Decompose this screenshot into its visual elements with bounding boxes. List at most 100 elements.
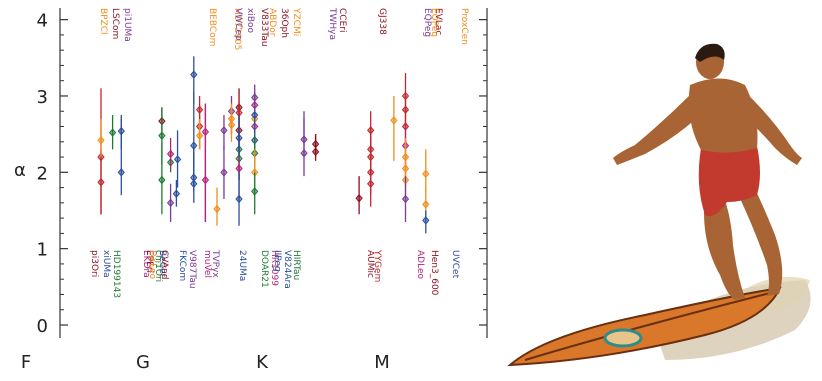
data-point xyxy=(300,135,308,144)
bottom-star-label: muVel xyxy=(202,250,212,278)
data-point xyxy=(108,128,117,137)
data-point xyxy=(190,173,198,182)
data-point xyxy=(213,204,221,214)
top-star-label: 36Oph xyxy=(279,8,289,38)
y-tick-label: 2 xyxy=(37,163,48,184)
bottom-star-label: pi3Ori xyxy=(89,250,99,277)
data-point xyxy=(251,110,259,120)
top-star-label: HD72905 xyxy=(232,8,242,50)
bottom-star-label: chi1Ori xyxy=(153,250,163,282)
data-point xyxy=(235,133,243,143)
y-tick-label: 4 xyxy=(37,11,48,32)
bottom-star-label: BeCet xyxy=(157,250,167,278)
top-star-label: BEBCom xyxy=(207,8,217,46)
y-axis-label: α xyxy=(14,160,26,181)
bottom-star-label: V987Tau xyxy=(187,250,197,289)
y-tick-label: 1 xyxy=(37,240,48,261)
plot-frame xyxy=(59,8,488,338)
top-star-label: VWCep xyxy=(233,8,243,41)
bottom-star-label: EKDra xyxy=(141,250,151,278)
bottom-label-group: pi3Ori xiUMa HD199143 EKDraEPEriDXLeochi1Or… xyxy=(89,249,460,298)
data-point xyxy=(251,93,259,102)
bottom-star-label: xiUMa xyxy=(101,250,111,278)
data-point xyxy=(401,194,410,204)
bottom-star-label: AUMic xyxy=(365,250,375,278)
x-category-label: G xyxy=(136,352,150,373)
top-star-label: EQPeg xyxy=(429,8,439,37)
data-point xyxy=(235,164,243,173)
top-star-label: CCEri xyxy=(337,8,347,32)
bottom-star-label: EPEri xyxy=(144,250,154,273)
data-point xyxy=(251,187,259,196)
data-point xyxy=(367,152,375,162)
surfer-left-arm xyxy=(613,92,703,165)
bottom-star-label: Hen3_600 xyxy=(429,250,439,296)
surfer-right-arm xyxy=(735,88,802,165)
top-star-label: xiBoo xyxy=(245,8,255,34)
data-point xyxy=(195,131,204,140)
data-point xyxy=(422,200,430,209)
surfer-right-leg xyxy=(737,185,783,296)
y-tick-group: 0 1 2 3 4 xyxy=(37,11,487,337)
data-point xyxy=(195,105,204,114)
bottom-star-label: IIPeg xyxy=(272,250,282,272)
data-point xyxy=(117,126,125,136)
bottom-star-label: 24UMa xyxy=(237,250,247,281)
data-point xyxy=(235,194,243,204)
top-star-label: BPZCl xyxy=(98,8,108,35)
bottom-star-label: HD199143 xyxy=(111,250,121,298)
data-point xyxy=(220,168,228,177)
data-point xyxy=(190,141,198,150)
bottom-star-label: V824Ara xyxy=(282,250,292,289)
top-star-label: LSCom xyxy=(110,8,120,39)
bottom-star-label: YYGem xyxy=(372,249,382,282)
bottom-star-label: UVCet xyxy=(450,250,460,279)
surfer-shorts xyxy=(698,142,760,217)
data-point xyxy=(172,189,181,198)
bottom-star-label: HR1099 xyxy=(269,250,279,286)
top-star-label: GJ338 xyxy=(377,8,387,35)
bottom-star-label: DOAR21 xyxy=(259,250,269,288)
data-point xyxy=(355,194,363,203)
bottom-star-label: DXLeo xyxy=(147,250,157,279)
data-point xyxy=(158,175,166,185)
surfboard xyxy=(507,286,782,367)
data-point xyxy=(220,126,228,135)
data-point xyxy=(422,169,430,179)
top-star-label: EQPeg xyxy=(422,8,432,37)
surfer-illustration xyxy=(507,43,811,367)
data-point xyxy=(173,155,182,164)
surfer-hair xyxy=(695,43,725,62)
data-point-group xyxy=(97,56,430,234)
bottom-star-label: ADLeo xyxy=(415,250,425,279)
bottom-star-label: HIRTau xyxy=(291,250,301,280)
y-tick-label: 0 xyxy=(37,316,48,337)
x-category-label: M xyxy=(374,352,390,373)
top-star-label: V833Tau xyxy=(259,8,269,47)
top-star-label: ABDor xyxy=(267,8,277,37)
data-point xyxy=(158,131,166,140)
data-point xyxy=(227,114,236,124)
top-star-label: pi1UMa xyxy=(122,8,132,42)
data-point xyxy=(311,139,320,149)
top-star-label: YZCMi xyxy=(291,7,301,36)
bottom-star-label: CVAnd xyxy=(159,250,169,279)
data-point xyxy=(117,168,125,177)
data-point xyxy=(97,135,105,145)
y-tick-label: 3 xyxy=(37,87,48,108)
data-point xyxy=(166,198,175,208)
data-point xyxy=(166,149,175,159)
bottom-star-label: TVPyx xyxy=(210,249,220,278)
surfer-left-leg xyxy=(704,195,745,300)
data-point xyxy=(390,116,398,125)
data-point xyxy=(201,175,210,185)
data-point xyxy=(190,70,198,79)
top-star-label: EVLac xyxy=(433,8,443,35)
board-emblem xyxy=(603,328,643,348)
top-star-label: ProxCen xyxy=(459,8,469,45)
alpha-scatter-chart: 0 1 2 3 4 F G K M α BPZCl LSCom pi1UMa BEBCom HD729… xyxy=(14,7,488,373)
top-star-label: TWHya xyxy=(327,7,337,40)
bottom-star-label: FKCom xyxy=(177,250,187,281)
